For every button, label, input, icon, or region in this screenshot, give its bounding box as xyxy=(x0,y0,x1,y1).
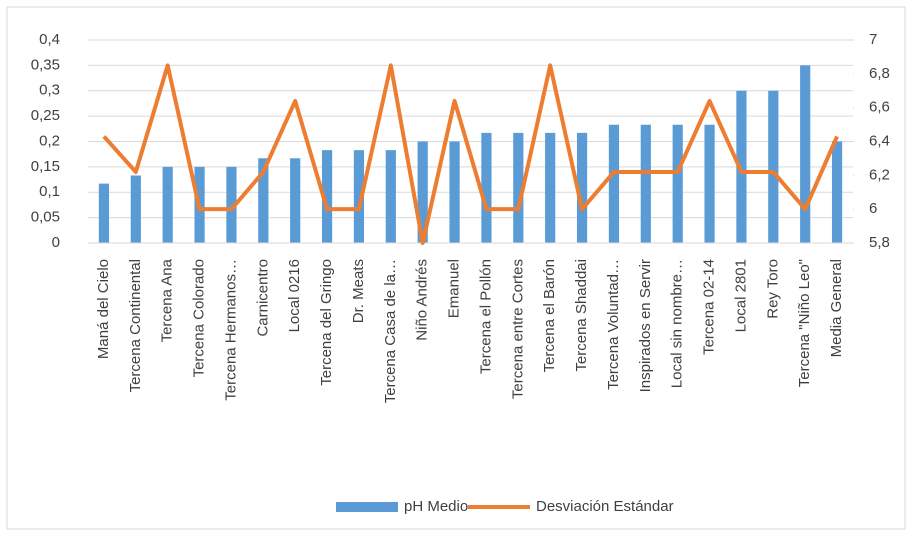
bar xyxy=(672,124,683,243)
x-tick-label: Dr. Meats xyxy=(350,259,367,323)
x-tick-label: Tercena Continental xyxy=(127,259,144,392)
line-series xyxy=(102,63,839,245)
x-tick-label: Local sin nombre… xyxy=(669,259,686,388)
bar xyxy=(736,90,747,243)
bar xyxy=(449,141,460,243)
y-tick-label: 0,3 xyxy=(39,82,60,99)
y2-tick-label: 6,6 xyxy=(869,99,890,116)
legend-label: Desviación Estándar xyxy=(536,498,674,515)
x-tick-label: Emanuel xyxy=(446,259,463,318)
x-tick-label: Maná del Cielo xyxy=(95,259,112,359)
x-tick-label: Inspirados en Servir xyxy=(637,259,654,392)
x-tick-label: Local 0216 xyxy=(286,259,303,332)
bar xyxy=(545,132,556,243)
bar xyxy=(481,132,492,243)
bar xyxy=(385,150,396,243)
x-tick-label: Tercena Shaddai xyxy=(573,259,590,372)
y-tick-label: 0,2 xyxy=(39,132,60,149)
x-tick-label: Niño Andrés xyxy=(414,259,431,341)
bar xyxy=(640,124,651,243)
bar xyxy=(98,183,110,243)
y-tick-label: 0 xyxy=(52,234,60,251)
bar xyxy=(162,166,173,243)
x-tick-label: Tercena Voluntad… xyxy=(605,259,622,390)
chart-border xyxy=(6,6,906,530)
y-tick-label: 0,05 xyxy=(31,209,60,226)
bar xyxy=(768,90,779,243)
legend-swatch xyxy=(336,502,398,512)
y2-tick-label: 6,4 xyxy=(869,132,890,149)
bar xyxy=(576,132,588,243)
x-tick-label: Carnicentro xyxy=(254,259,271,337)
bar xyxy=(258,158,269,243)
y-tick-label: 0,1 xyxy=(39,183,60,200)
x-tick-label: Tercena el Pollón xyxy=(477,259,494,374)
bar xyxy=(800,65,811,243)
x-tick-label: Tercena del Gringo xyxy=(318,259,335,386)
x-tick-label: Tercena Casa de la… xyxy=(382,259,399,403)
bar xyxy=(704,124,715,243)
y2-tick-label: 5,8 xyxy=(869,234,890,251)
y2-tick-label: 6 xyxy=(869,200,877,217)
x-tick-label: Tercena entre Cortes xyxy=(509,259,526,399)
bar xyxy=(513,132,524,243)
y2-tick-label: 6,8 xyxy=(869,65,890,82)
bar xyxy=(608,124,620,243)
y-tick-label: 0,4 xyxy=(39,31,60,48)
bar xyxy=(417,141,428,243)
legend-label: pH Medio xyxy=(404,498,468,515)
y-tick-label: 0,35 xyxy=(31,56,60,73)
x-tick-label: Rey Toro xyxy=(764,259,781,319)
x-tick-label: Local 2801 xyxy=(732,259,749,332)
x-tick-label: Tercena el Barón xyxy=(541,259,558,372)
x-tick-label: Tercena Colorado xyxy=(191,259,208,377)
y2-tick-label: 6,2 xyxy=(869,166,890,183)
x-tick-label: Tercena Ana xyxy=(159,258,176,342)
x-tick-label: Media General xyxy=(828,259,845,357)
x-tick-label: Tercena "Niño Leo" xyxy=(796,259,813,387)
bar xyxy=(226,166,237,243)
bar xyxy=(353,150,365,243)
x-tick-label: Tercena Hermanos… xyxy=(222,259,239,401)
y-tick-label: 0,25 xyxy=(31,107,60,124)
y-tick-label: 0,15 xyxy=(31,158,60,175)
bar xyxy=(321,150,333,243)
bar xyxy=(290,158,301,243)
bar xyxy=(130,175,141,243)
bar xyxy=(831,141,843,243)
x-tick-label: Tercena 02-14 xyxy=(701,259,718,355)
y2-tick-label: 7 xyxy=(869,31,877,48)
